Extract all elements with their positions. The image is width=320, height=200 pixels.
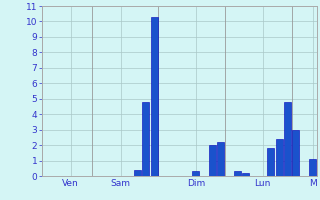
Bar [268,148,275,176]
Bar [234,171,241,176]
Bar [192,171,199,176]
Bar [292,130,300,176]
Bar [209,145,216,176]
Bar [242,173,250,176]
Bar [217,142,224,176]
Bar [309,159,316,176]
Bar [142,102,149,176]
Bar [151,17,158,176]
Bar [134,170,141,176]
Bar [284,102,291,176]
Bar [276,139,283,176]
